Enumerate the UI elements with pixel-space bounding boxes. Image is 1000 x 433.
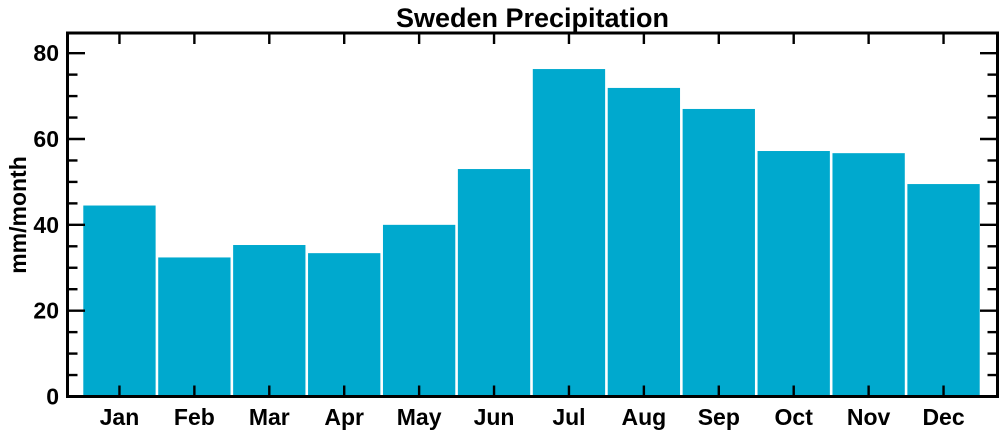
x-tick-label-sep: Sep (698, 404, 740, 430)
y-tick-label-0: 0 (46, 384, 59, 410)
axis-labels-group: 0 20 40 60 80 Jan Feb Mar Apr May Jun Jul Aug Sep Oct N… (33, 40, 964, 430)
bar-aug (607, 87, 681, 398)
bar-oct (757, 151, 830, 398)
bars-group (83, 69, 980, 398)
bar-jan (83, 205, 156, 398)
y-tick-label-60: 60 (33, 126, 59, 152)
bar-mar (233, 245, 306, 398)
x-tick-label-jul: Jul (552, 404, 585, 430)
y-tick-label-80: 80 (33, 40, 59, 66)
bar-feb (158, 257, 231, 398)
x-tick-label-apr: Apr (324, 404, 364, 430)
y-axis-title: mm/month (5, 156, 31, 274)
bar-nov (832, 153, 905, 398)
ticks-group (67, 33, 998, 397)
bar-dec (907, 184, 980, 398)
x-tick-label-jan: Jan (100, 404, 140, 430)
bar-sep (682, 108, 755, 398)
x-tick-label-jun: Jun (474, 404, 515, 430)
x-tick-label-mar: Mar (249, 404, 290, 430)
chart-title: Sweden Precipitation (396, 3, 669, 33)
bar-jun (457, 169, 531, 398)
bar-may (382, 224, 456, 398)
y-tick-label-40: 40 (33, 212, 59, 238)
plot-frame (66, 31, 999, 398)
x-tick-label-aug: Aug (622, 404, 667, 430)
x-tick-label-nov: Nov (847, 404, 891, 430)
x-tick-label-oct: Oct (775, 404, 814, 430)
x-tick-label-may: May (397, 404, 442, 430)
x-tick-label-dec: Dec (922, 404, 964, 430)
x-tick-label-feb: Feb (174, 404, 215, 430)
bar-jul (532, 69, 606, 398)
y-tick-label-20: 20 (33, 298, 59, 324)
bar-apr (308, 253, 381, 398)
